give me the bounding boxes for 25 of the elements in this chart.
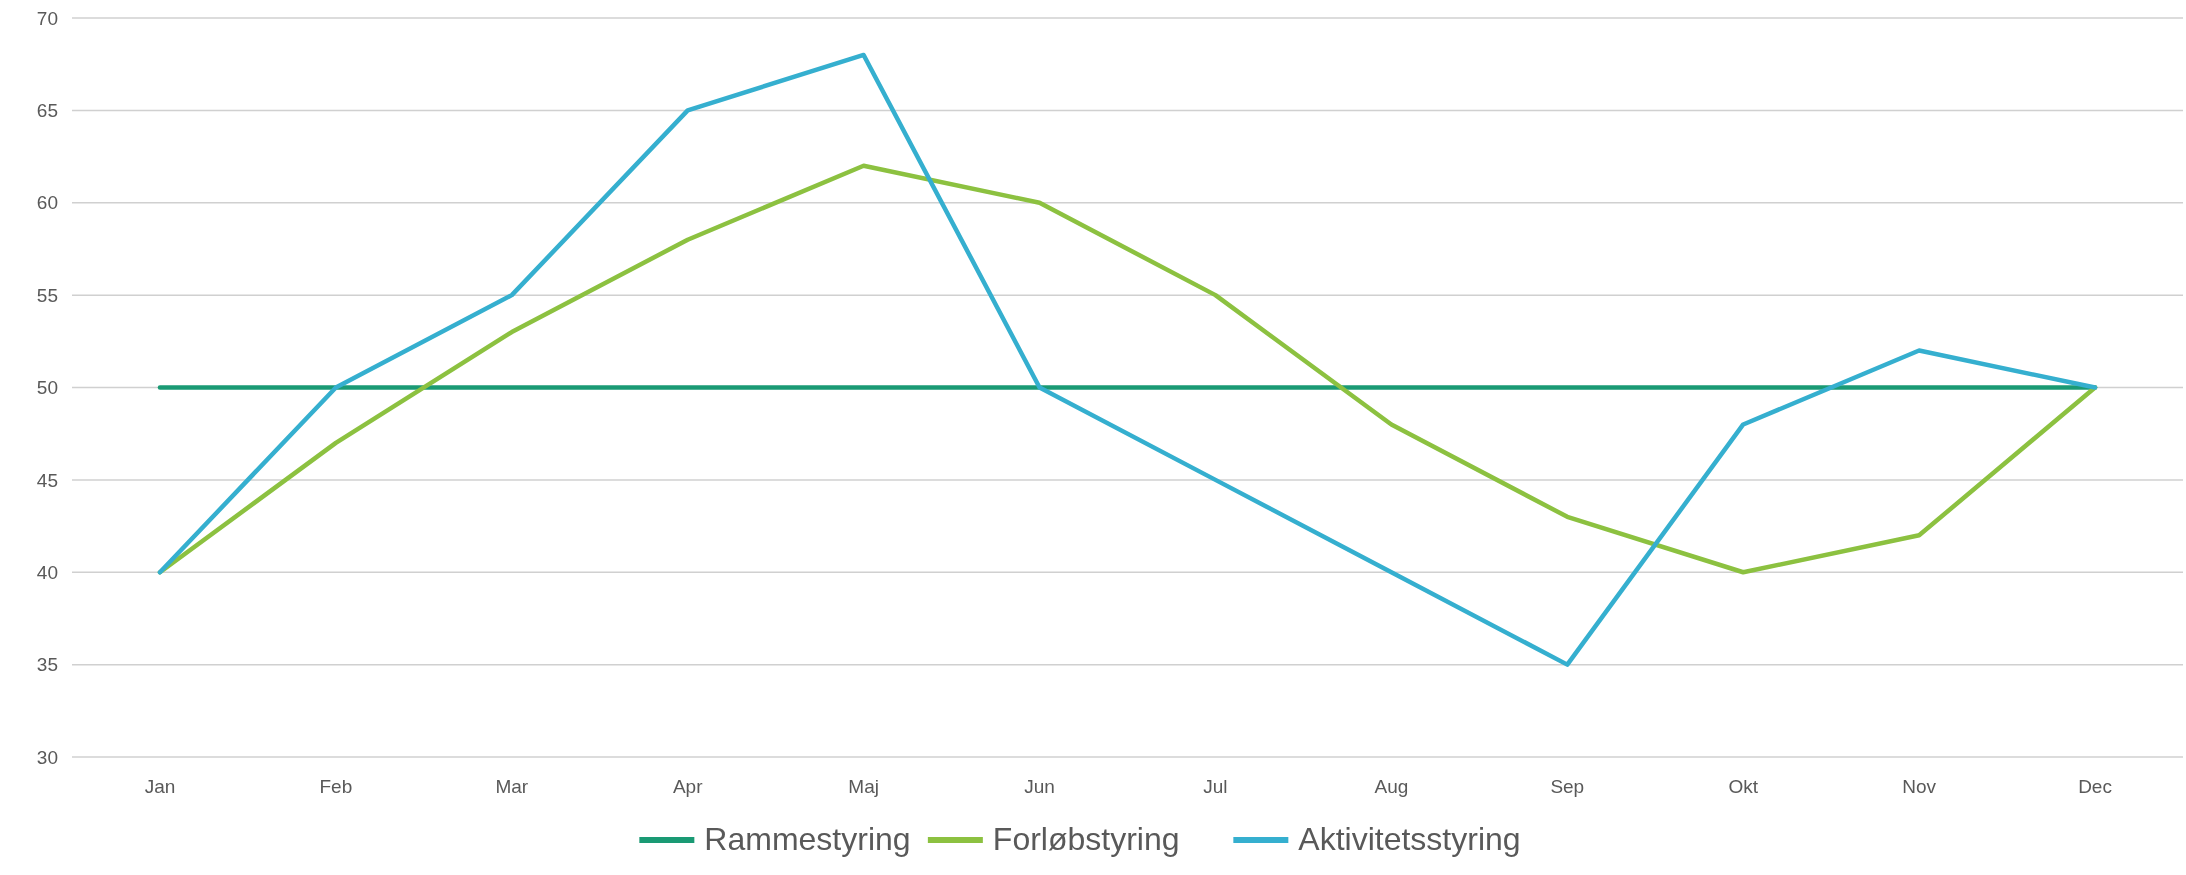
x-tick-label: Aug	[1374, 776, 1409, 797]
y-tick-label: 45	[36, 469, 58, 491]
x-tick-label: Mar	[495, 776, 529, 797]
x-tick-label: Apr	[672, 776, 704, 797]
y-tick-label: 50	[36, 377, 58, 399]
line-series	[157, 52, 2098, 667]
x-tick-label: Jun	[1024, 776, 1055, 797]
y-tick-label: 60	[36, 192, 58, 214]
y-tick-label: 55	[36, 284, 58, 306]
legend-label: Rammestyring	[704, 821, 911, 857]
y-tick-label: 65	[36, 100, 58, 122]
x-tick-label: Okt	[1728, 776, 1759, 797]
x-tick-label: Jan	[144, 776, 176, 797]
y-tick-label: 40	[36, 561, 58, 583]
legend-label: Forløbstyring	[992, 821, 1180, 857]
y-tick-label: 35	[36, 654, 58, 676]
y-tick-label: 70	[36, 7, 58, 29]
x-tick-label: Feb	[319, 776, 353, 797]
legend-label: Aktivitetsstyring	[1298, 821, 1521, 857]
x-tick-label: Jul	[1203, 776, 1228, 797]
x-tick-label: Sep	[1550, 776, 1585, 797]
x-tick-label: Maj	[848, 776, 879, 797]
x-tick-label: Nov	[1902, 776, 1937, 797]
y-tick-label: 30	[36, 746, 58, 768]
x-tick-label: Dec	[2078, 776, 2112, 797]
